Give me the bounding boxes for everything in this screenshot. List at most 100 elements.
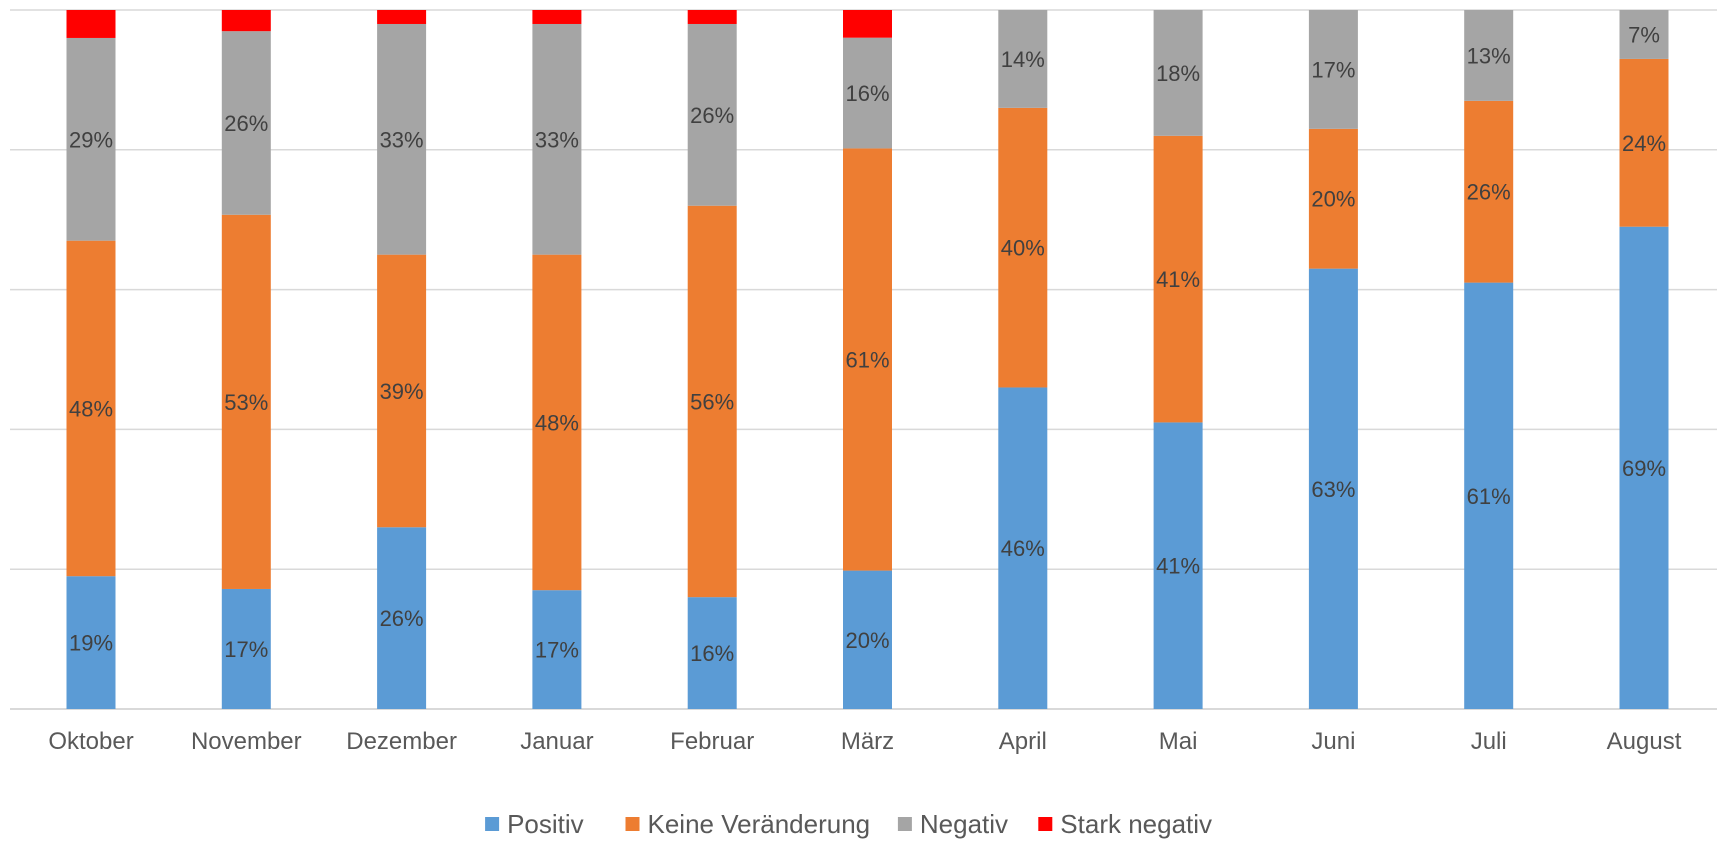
bar-segment-keine-ver-nderung xyxy=(687,205,737,598)
data-label: 14% xyxy=(1001,47,1045,72)
data-label: 26% xyxy=(690,103,734,128)
data-label: 48% xyxy=(535,410,579,435)
legend-item-keine-ver-nderung: Keine Veränderung xyxy=(625,809,871,839)
legend-swatch xyxy=(897,817,912,831)
bar-segment-positiv xyxy=(377,527,427,709)
bar-segment-negativ xyxy=(998,10,1048,108)
data-label: 13% xyxy=(1467,43,1511,68)
bar-segment-negativ xyxy=(1464,10,1514,101)
data-label: 33% xyxy=(535,127,579,152)
legend-swatch xyxy=(1038,817,1053,831)
bar-segment-positiv xyxy=(532,590,582,709)
legend-label: Keine Veränderung xyxy=(648,809,871,839)
bars xyxy=(66,10,1669,709)
data-label: 20% xyxy=(845,628,889,653)
data-label: 16% xyxy=(845,81,889,106)
data-label: 20% xyxy=(1311,187,1355,212)
bar-segment-keine-ver-nderung xyxy=(532,254,582,591)
data-label: 48% xyxy=(69,396,113,421)
x-tick-label: März xyxy=(841,728,894,755)
x-tick-label: Dezember xyxy=(346,728,457,755)
data-label: 17% xyxy=(1311,57,1355,82)
data-label: 24% xyxy=(1622,131,1666,156)
bar-segment-keine-ver-nderung xyxy=(66,240,116,577)
x-axis: Oktober November Dezember Januar Februar März… xyxy=(48,728,1681,755)
bar-segment-stark-negativ xyxy=(843,10,892,38)
bar-segment-keine-ver-nderung xyxy=(843,148,892,571)
bar-segment-negativ xyxy=(1153,10,1203,136)
x-tick-label: Februar xyxy=(670,728,754,755)
bar-segment-stark-negativ xyxy=(66,10,116,38)
data-label: 29% xyxy=(69,127,113,152)
legend-item-negativ: Negativ xyxy=(897,809,1008,839)
data-label: 61% xyxy=(845,348,889,373)
data-label: 41% xyxy=(1156,267,1200,292)
data-label: 46% xyxy=(1001,536,1045,561)
data-label: 53% xyxy=(224,390,268,415)
bar-segment-positiv xyxy=(221,588,271,709)
bar-segment-stark-negativ xyxy=(532,10,582,24)
data-label: 63% xyxy=(1311,477,1355,502)
bar-segment-keine-ver-nderung xyxy=(1308,128,1358,269)
x-tick-label: Juli xyxy=(1471,728,1507,755)
x-tick-label: August xyxy=(1607,728,1682,755)
bar-segment-positiv xyxy=(1464,282,1514,709)
data-label: 56% xyxy=(690,389,734,414)
x-tick-label: April xyxy=(999,728,1047,755)
data-label: 19% xyxy=(69,631,113,656)
legend-label: Negativ xyxy=(920,809,1008,839)
bar-segment-negativ xyxy=(1619,10,1669,59)
bar-segment-negativ xyxy=(843,37,892,149)
bar-segment-positiv xyxy=(843,570,892,709)
bar-segment-keine-ver-nderung xyxy=(998,107,1048,388)
bar-segment-positiv xyxy=(1619,226,1669,709)
bar-segment-stark-negativ xyxy=(377,10,427,24)
bar-segment-stark-negativ xyxy=(687,10,737,24)
bar-segment-negativ xyxy=(687,23,737,206)
bar-segment-keine-ver-nderung xyxy=(1619,58,1669,227)
legend-swatch xyxy=(485,817,500,831)
bar-segment-negativ xyxy=(66,37,116,241)
data-label: 18% xyxy=(1156,61,1200,86)
x-tick-label: Januar xyxy=(520,728,593,755)
data-label: 17% xyxy=(535,638,579,663)
bar-segment-keine-ver-nderung xyxy=(1464,100,1514,283)
bar-segment-positiv xyxy=(66,576,116,709)
x-tick-label: November xyxy=(191,728,302,755)
x-tick-label: Oktober xyxy=(48,728,133,755)
legend-item-stark-negativ: Stark negativ xyxy=(1038,809,1212,839)
bar-segment-negativ xyxy=(1308,10,1358,129)
data-labels: 19% 48% 29% 17% 53% 26% 26% 39% 33% 17% 48% 33% 16% 5… xyxy=(69,22,1666,666)
x-tick-label: Juni xyxy=(1311,728,1355,755)
legend-label: Stark negativ xyxy=(1060,809,1212,839)
legend-item-positiv: Positiv xyxy=(485,809,584,839)
bar-segment-positiv xyxy=(687,597,737,709)
legend-swatch xyxy=(625,817,640,831)
data-label: 17% xyxy=(224,637,268,662)
bar-segment-keine-ver-nderung xyxy=(221,214,271,589)
bar-segment-negativ xyxy=(377,23,427,255)
bar-segment-positiv xyxy=(1153,422,1203,709)
bar-segment-positiv xyxy=(1308,268,1358,709)
legend: Positiv Keine Veränderung Negativ Stark neg… xyxy=(485,809,1212,839)
data-label: 26% xyxy=(224,111,268,136)
data-label: 33% xyxy=(380,127,424,152)
legend-label: Positiv xyxy=(507,809,584,839)
bar-segment-keine-ver-nderung xyxy=(1153,135,1203,423)
data-label: 7% xyxy=(1628,22,1660,47)
data-label: 41% xyxy=(1156,554,1200,579)
bar-segment-negativ xyxy=(221,31,271,215)
data-label: 69% xyxy=(1622,456,1666,481)
bar-segment-negativ xyxy=(532,23,582,255)
data-label: 40% xyxy=(1001,236,1045,261)
data-label: 61% xyxy=(1467,484,1511,509)
bar-segment-keine-ver-nderung xyxy=(377,254,427,528)
x-tick-label: Mai xyxy=(1159,728,1198,755)
data-label: 16% xyxy=(690,641,734,666)
bar-segment-stark-negativ xyxy=(221,10,271,32)
data-label: 26% xyxy=(1467,180,1511,205)
data-label: 39% xyxy=(380,379,424,404)
data-label: 26% xyxy=(380,606,424,631)
